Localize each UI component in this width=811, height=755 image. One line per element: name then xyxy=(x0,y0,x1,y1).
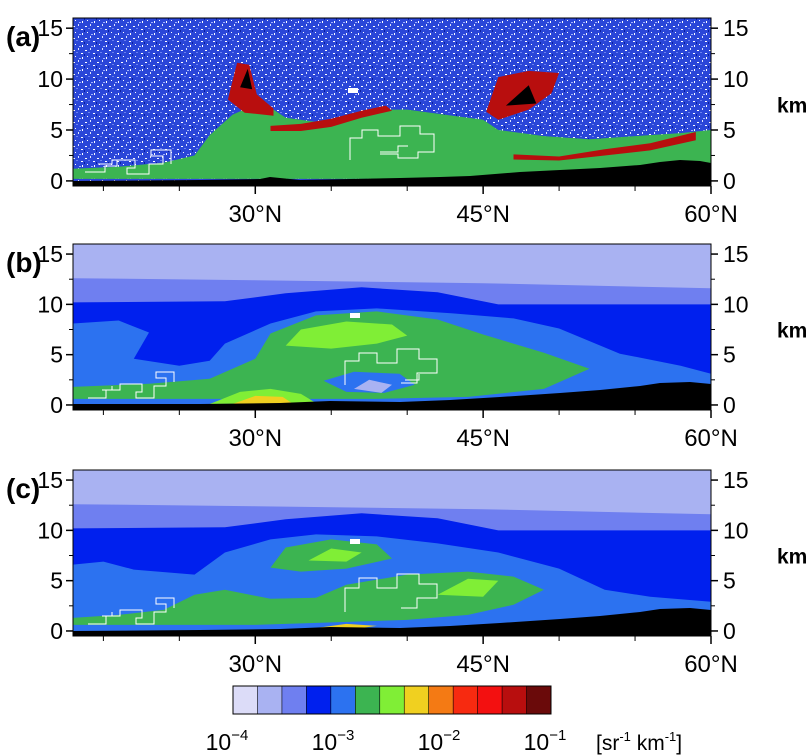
panel-a-ytick-label-left-2: 10 xyxy=(37,66,63,92)
panel-a-layer-6 xyxy=(505,85,537,106)
colorbar-swatch-0 xyxy=(233,686,258,714)
panel-c-xtick-label-0: 30°N xyxy=(228,651,282,678)
panel-a-layer-1 xyxy=(227,62,274,116)
colorbar-swatch-9 xyxy=(453,686,479,714)
panel-b-layers xyxy=(73,244,711,410)
panel-a-ytick-label-right-0: 0 xyxy=(723,168,736,194)
panel-c-outlines xyxy=(88,573,438,625)
panel-a-xtick-label-1: 45°N xyxy=(456,201,510,228)
panel-a-ytick-label-left-3: 15 xyxy=(37,15,63,41)
panel-b-white-mark xyxy=(350,313,360,318)
colorbar-swatch-3 xyxy=(306,686,332,714)
colorbar-swatch-5 xyxy=(355,686,381,714)
panel-b-layer-7 xyxy=(232,395,294,404)
panel-b-ytick-label-left-3: 15 xyxy=(37,241,63,267)
panel-a-axes: (a) 0 0 5 5 10 10 15 15 km 30°N 45°N 60°N xyxy=(6,15,807,228)
panel-c-frame xyxy=(72,469,712,637)
panel-c-ytick-label-left-2: 10 xyxy=(37,517,63,543)
panel-a-layer-4 xyxy=(513,132,696,161)
panel-c-ytick-label-right-2: 10 xyxy=(723,517,749,543)
panel-c-terrain xyxy=(73,608,711,636)
panel-c-xtick-label-2: 60°N xyxy=(684,651,738,678)
colorbar-unit: [sr-1 km-1] xyxy=(596,729,682,755)
panel-a-ytick-label-left-1: 5 xyxy=(50,117,63,143)
panel-c-white-mark xyxy=(350,539,360,544)
panel-b-outlines xyxy=(88,348,438,399)
panel-c-layer-6 xyxy=(308,548,362,562)
panel-b-xtick-label-0: 30°N xyxy=(228,425,282,452)
panel-a-xtick-label-2: 60°N xyxy=(684,201,738,228)
panel-c-xtick-label-1: 45°N xyxy=(456,651,510,678)
panel-c-layers xyxy=(73,470,711,636)
colorbar-tick-label-1: 10−3 xyxy=(312,727,355,755)
panel-b-layer-4 xyxy=(73,311,590,399)
panel-b-terrain xyxy=(73,382,711,410)
panel-c-ytick-label-right-3: 15 xyxy=(723,467,749,493)
panel-c-axes: (c) 0 0 5 5 10 10 15 15 km 30°N 45°N 60°N xyxy=(6,467,807,678)
panel-b-ytick-label-right-1: 5 xyxy=(723,342,736,368)
colorbar-swatch-8 xyxy=(428,686,454,714)
colorbar-swatch-1 xyxy=(257,686,283,714)
panel-b-ytick-label-left-2: 10 xyxy=(37,291,63,317)
colorbar-swatch-4 xyxy=(330,686,356,714)
panel-c-label: (c) xyxy=(6,473,40,504)
panel-b-layer-9 xyxy=(354,379,392,393)
panel-a-layers xyxy=(73,62,711,179)
panel-c-ytick-label-left-3: 15 xyxy=(37,467,63,493)
panel-a-ytick-label-right-3: 15 xyxy=(723,15,749,41)
panel-a-ytick-label-left-0: 0 xyxy=(50,168,63,194)
panel-b-layer-5 xyxy=(285,321,408,349)
panel-b: (b) 0 0 5 5 10 10 15 15 km 30°N 45°N 60°N xyxy=(6,241,807,452)
colorbar-swatch-12 xyxy=(526,686,552,714)
colorbar: 10−4 10−3 10−2 10−1 [sr-1 km-1] xyxy=(206,685,682,755)
panel-b-xtick-label-1: 45°N xyxy=(456,425,510,452)
colorbar-tick-label-3: 10−1 xyxy=(524,727,567,755)
panel-c-ytick-label-right-0: 0 xyxy=(723,618,736,644)
colorbar-swatch-2 xyxy=(281,686,307,714)
panel-b-ytick-label-right-3: 15 xyxy=(723,241,749,267)
colorbar-swatch-10 xyxy=(477,686,503,714)
panel-c-layer-4 xyxy=(73,571,544,625)
panel-a-outlines xyxy=(85,125,435,175)
panel-a-ytick-label-right-2: 10 xyxy=(723,66,749,92)
colorbar-tick-label-0: 10−4 xyxy=(206,727,249,755)
panel-c-ytick-label-left-0: 0 xyxy=(50,618,63,644)
panel-c-unit-km: km xyxy=(777,546,807,569)
colorbar-swatch-11 xyxy=(502,686,528,714)
panel-a-unit-km: km xyxy=(777,95,807,118)
panel-b-ytick-label-left-0: 0 xyxy=(50,392,63,418)
panel-b-ytick-label-left-1: 5 xyxy=(50,342,63,368)
colorbar-swatch-7 xyxy=(404,686,430,714)
panel-a-terrain xyxy=(73,160,711,186)
panel-b-ytick-label-right-2: 10 xyxy=(723,291,749,317)
colorbar-tick-label-2: 10−2 xyxy=(418,727,461,755)
panel-a-layer-2 xyxy=(270,105,392,131)
panel-b-label: (b) xyxy=(6,247,42,278)
panel-b-ytick-label-right-0: 0 xyxy=(723,392,736,418)
panel-a-xtick-label-0: 30°N xyxy=(228,201,282,228)
panel-c-ytick-label-right-1: 5 xyxy=(723,568,736,594)
panel-b-frame xyxy=(72,243,712,411)
panel-b-unit-km: km xyxy=(777,320,807,343)
panel-b-axes: (b) 0 0 5 5 10 10 15 15 km 30°N 45°N 60°N xyxy=(6,241,807,452)
panel-a-ytick-label-right-1: 5 xyxy=(723,117,736,143)
panel-a-label: (a) xyxy=(6,21,40,52)
panel-a-frame xyxy=(72,17,712,187)
panel-b-xtick-label-2: 60°N xyxy=(684,425,738,452)
panel-a-white-mark xyxy=(348,88,358,93)
panel-a: (a) 0 0 5 5 10 10 15 15 km 30°N 45°N 60°N xyxy=(6,15,807,228)
panel-c-layer-7 xyxy=(437,578,499,597)
colorbar-frame xyxy=(232,685,552,715)
panel-c-ytick-label-left-1: 5 xyxy=(50,568,63,594)
panel-a-layer-5 xyxy=(240,68,253,90)
colorbar-swatch-6 xyxy=(379,686,405,714)
panel-c: (c) 0 0 5 5 10 10 15 15 km 30°N 45°N 60°N xyxy=(6,467,807,678)
